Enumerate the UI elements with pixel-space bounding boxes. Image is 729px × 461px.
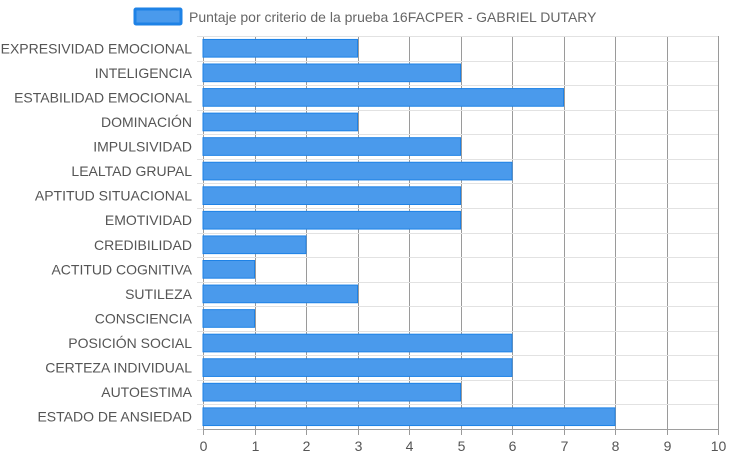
x-tick-label: 5 (458, 438, 466, 454)
category-label: IMPULSIVIDAD (93, 139, 192, 155)
bar[interactable] (202, 358, 513, 377)
bar[interactable] (202, 186, 461, 205)
x-tick-label: 2 (303, 438, 311, 454)
category-label: CREDIBILIDAD (94, 237, 192, 253)
legend-swatch (133, 7, 183, 26)
x-tick-label: 0 (200, 438, 208, 454)
category-label: EMOTIVIDAD (105, 212, 192, 228)
x-tick-label: 3 (355, 438, 363, 454)
x-tick-label: 10 (711, 438, 727, 454)
x-tick-labels: 0 1 2 3 4 5 6 7 8 9 10 (200, 438, 727, 454)
legend[interactable]: Puntaje por criterio de la prueba 16FACP… (133, 7, 597, 26)
bar[interactable] (202, 161, 513, 181)
bar[interactable] (202, 38, 358, 58)
bar[interactable] (202, 88, 564, 107)
x-tick-label: 4 (406, 438, 414, 454)
category-label: CERTEZA INDIVIDUAL (45, 360, 192, 376)
bar[interactable] (202, 235, 307, 255)
category-label: ESTABILIDAD EMOCIONAL (14, 89, 192, 105)
x-tick-label: 8 (612, 438, 620, 454)
x-tick-label: 6 (509, 438, 517, 454)
category-label: INTELIGENCIA (95, 65, 193, 81)
bar[interactable] (202, 284, 358, 304)
category-label: EXPRESIVIDAD EMOCIONAL (1, 40, 193, 56)
category-label: ACTITUD COGNITIVA (51, 261, 192, 277)
category-labels: EXPRESIVIDAD EMOCIONAL INTELIGENCIA ESTABI… (1, 40, 193, 424)
category-label: AUTOESTIMA (101, 384, 192, 400)
category-label: ESTADO DE ANSIEDAD (37, 409, 192, 425)
bar[interactable] (202, 260, 255, 279)
bar[interactable] (202, 309, 255, 328)
category-label: DOMINACIÓN (101, 114, 192, 130)
bar[interactable] (202, 112, 358, 132)
category-label: LEALTAD GRUPAL (71, 163, 192, 179)
category-label: SUTILEZA (125, 286, 193, 302)
bar[interactable] (202, 382, 461, 402)
bar[interactable] (202, 63, 461, 83)
x-tick-label: 9 (664, 438, 672, 454)
bar[interactable] (202, 407, 616, 427)
bar[interactable] (202, 210, 461, 230)
x-tick-label: 7 (561, 438, 569, 454)
bars (202, 38, 616, 427)
category-label: CONSCIENCIA (95, 310, 193, 326)
bar[interactable] (202, 137, 461, 156)
category-label: APTITUD SITUACIONAL (35, 188, 192, 204)
x-tick-label: 1 (252, 438, 260, 454)
legend-label: Puntaje por criterio de la prueba 16FACP… (189, 9, 597, 25)
bar[interactable] (202, 333, 513, 353)
category-label: POSICIÓN SOCIAL (68, 335, 192, 351)
